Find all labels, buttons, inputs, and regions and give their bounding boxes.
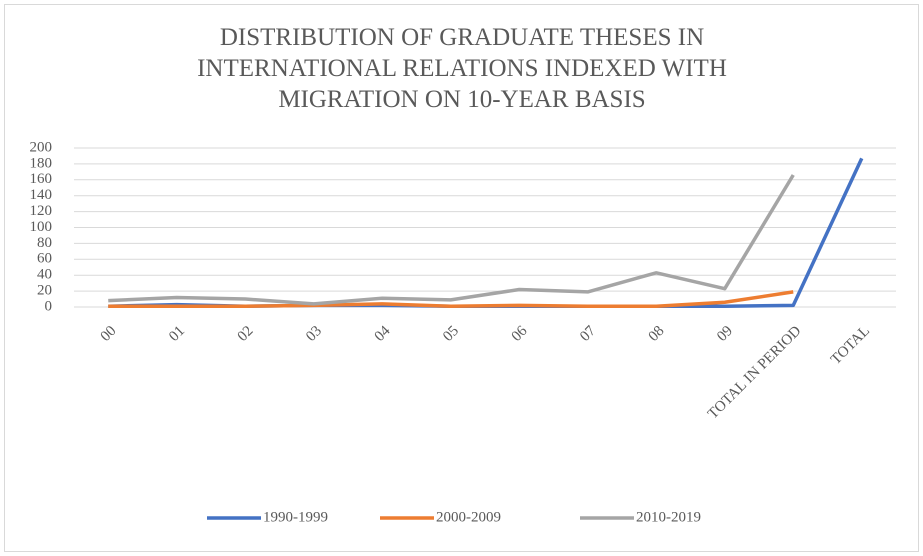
series-line <box>108 290 794 308</box>
y-tick-label: 100 <box>30 219 53 235</box>
y-tick-label: 20 <box>37 283 52 299</box>
chart-title: DISTRIBUTION OF GRADUATE THESES IN INTER… <box>197 24 727 113</box>
legend-label: 2000-2009 <box>436 509 501 525</box>
legend-label: 2010-2019 <box>636 509 701 525</box>
y-tick-label: 60 <box>37 251 52 267</box>
y-tick-label: 120 <box>30 203 53 219</box>
y-tick-label: 200 <box>30 139 53 155</box>
y-tick-label: 0 <box>45 298 53 314</box>
y-tick-label: 80 <box>37 235 52 251</box>
y-tick-label: 40 <box>37 267 52 283</box>
chart-border <box>4 4 919 552</box>
y-tick-label: 180 <box>30 155 53 171</box>
y-tick-label: 140 <box>30 187 53 203</box>
series-line <box>108 174 795 306</box>
y-tick-label: 160 <box>30 171 53 187</box>
legend-label: 1990-1999 <box>263 509 328 525</box>
